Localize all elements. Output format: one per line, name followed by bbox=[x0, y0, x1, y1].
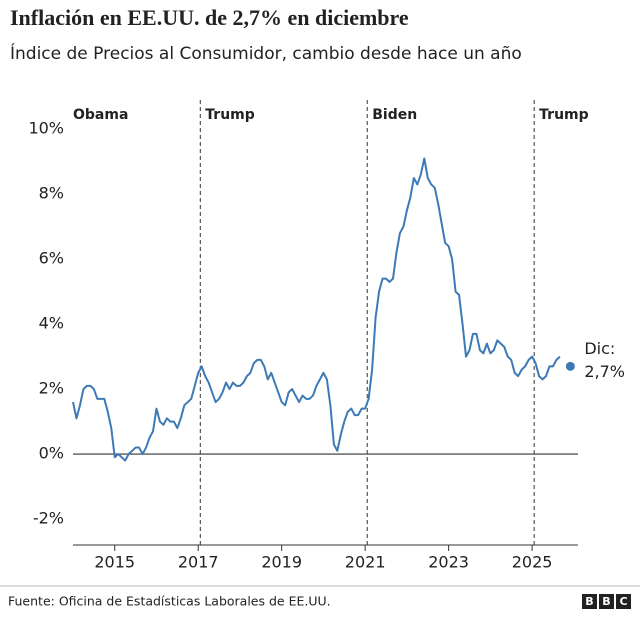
logo-letter: C bbox=[619, 595, 627, 608]
y-tick-label: 2% bbox=[39, 379, 64, 398]
y-tick-label: 8% bbox=[39, 184, 64, 203]
x-tick-label: 2017 bbox=[178, 553, 219, 572]
series-line bbox=[72, 157, 561, 462]
highlight-dot bbox=[565, 361, 575, 371]
y-tick-label: 6% bbox=[39, 249, 64, 268]
x-tick-label: 2019 bbox=[261, 553, 302, 572]
period-label: Biden bbox=[372, 107, 417, 123]
x-tick-label: 2015 bbox=[94, 553, 135, 572]
logo-block bbox=[599, 594, 614, 609]
y-tick-label: 10% bbox=[28, 119, 64, 138]
period-label: Obama bbox=[73, 107, 128, 123]
highlight-value-label: 2,7% bbox=[584, 362, 625, 381]
highlight-label: Dic: bbox=[584, 339, 615, 358]
logo-letter: B bbox=[585, 595, 593, 608]
y-tick-label: 4% bbox=[39, 314, 64, 333]
x-tick-label: 2025 bbox=[512, 553, 553, 572]
y-tick-label: -2% bbox=[33, 509, 64, 528]
period-label: Trump bbox=[205, 107, 255, 123]
logo-letter: B bbox=[602, 595, 610, 608]
chart-title: Inflación en EE.UU. de 2,7% en diciembre bbox=[10, 5, 409, 30]
source: Fuente: Oficina de Estadísticas Laborale… bbox=[8, 594, 331, 609]
chart-subtitle: Índice de Precios al Consumidor, cambio … bbox=[10, 42, 522, 64]
x-tick-label: 2021 bbox=[345, 553, 386, 572]
y-tick-label: 0% bbox=[39, 444, 64, 463]
x-tick-label: 2023 bbox=[428, 553, 469, 572]
logo-block bbox=[582, 594, 597, 609]
logo-block bbox=[616, 594, 631, 609]
period-label: Trump bbox=[539, 107, 589, 123]
